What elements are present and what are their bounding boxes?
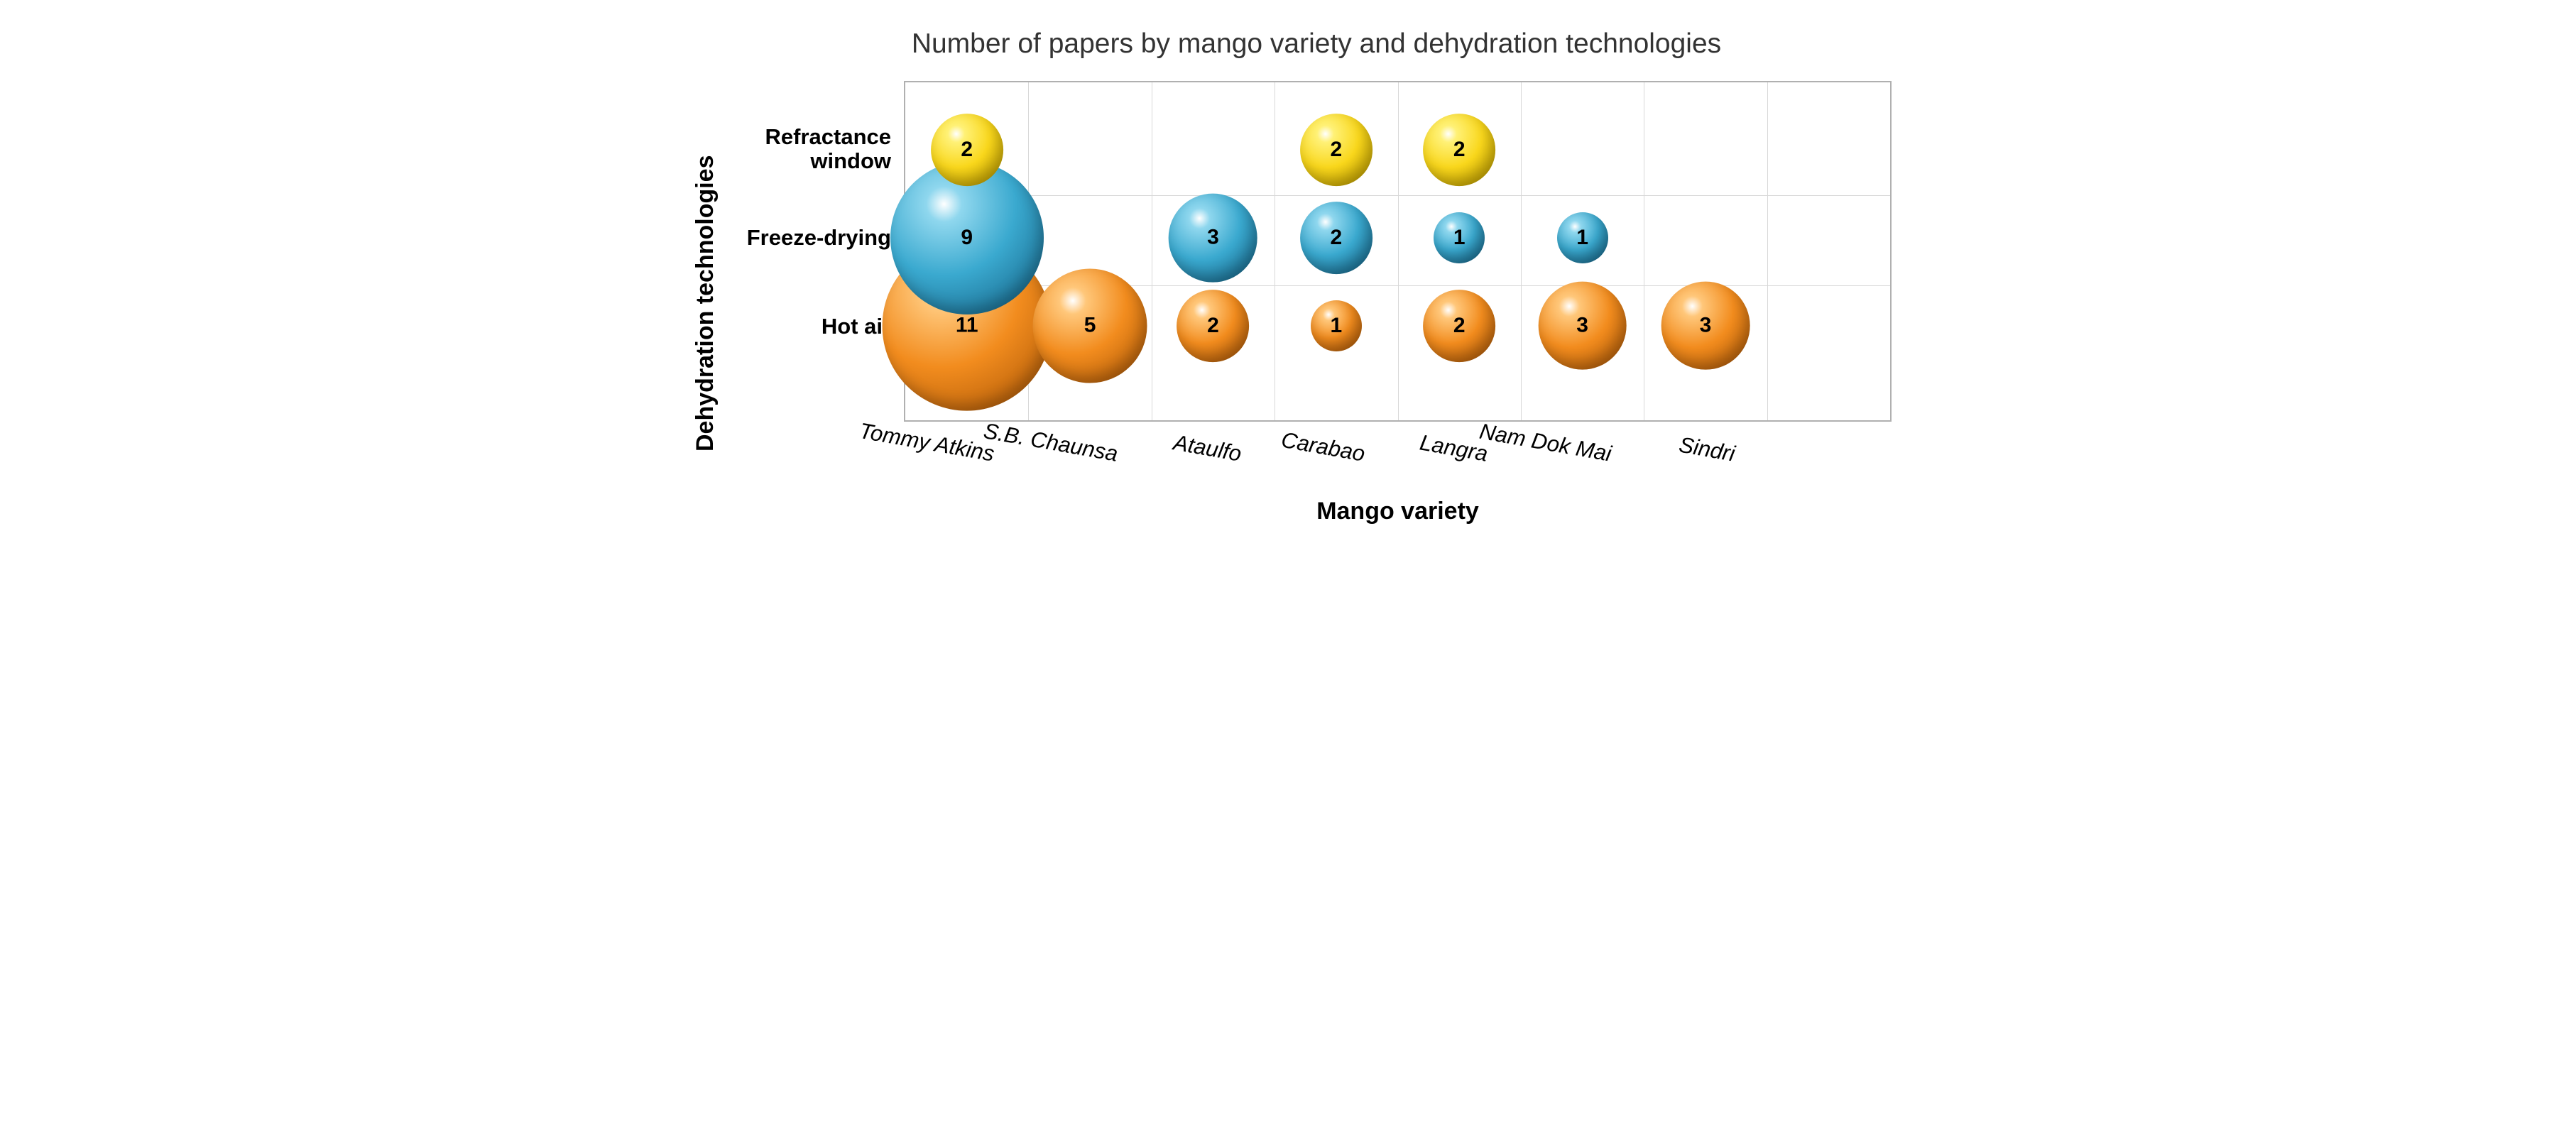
bubble: 1 [1434, 212, 1485, 263]
gridline-vertical [1398, 82, 1399, 420]
bubble: 2 [1423, 290, 1495, 362]
bubble: 3 [1169, 194, 1257, 283]
chart-title: Number of papers by mango variety and de… [741, 28, 1892, 60]
gridline-vertical [1521, 82, 1522, 420]
bubble: 2 [1177, 290, 1250, 362]
bubble: 3 [1538, 281, 1627, 370]
gridline-horizontal [905, 195, 1890, 196]
chart-body: Dehydration technologies Refractancewind… [684, 81, 1892, 525]
x-tick: Nam Dok Mai [1478, 419, 1613, 467]
bubble: 2 [1300, 202, 1372, 274]
x-tick: Tommy Atkins [857, 418, 996, 467]
plot-area: 1195333222222111 [904, 81, 1892, 422]
y-tick: Freeze-drying [726, 226, 891, 250]
x-tick-row: Tommy AtkinsS.B. ChaunsaAtaulfoCarabaoLa… [904, 426, 1892, 493]
y-tick: Refractancewindow [726, 125, 891, 173]
y-tick: Hot air [726, 314, 891, 339]
bubble: 3 [1661, 281, 1750, 370]
y-axis-label: Dehydration technologies [684, 147, 726, 459]
bubble: 2 [1300, 114, 1372, 186]
plot-column: 1195333222222111 Tommy AtkinsS.B. Chauns… [904, 81, 1892, 525]
x-tick: Carabao [1279, 427, 1366, 467]
x-axis-label: Mango variety [904, 498, 1892, 525]
bubble-chart: Number of papers by mango variety and de… [684, 28, 1892, 525]
bubble: 2 [1423, 114, 1495, 186]
gridline-vertical [1767, 82, 1768, 420]
y-tick-column: Refractancewindow Freeze-drying Hot air [726, 81, 904, 422]
x-tick: Ataulfo [1172, 430, 1243, 467]
bubble: 2 [931, 114, 1003, 186]
x-tick: S.B. Chaunsa [981, 418, 1120, 467]
bubble: 5 [1033, 268, 1147, 383]
bubble: 1 [1557, 212, 1608, 263]
bubble: 1 [1311, 300, 1362, 351]
x-tick: Sindri [1677, 432, 1737, 467]
